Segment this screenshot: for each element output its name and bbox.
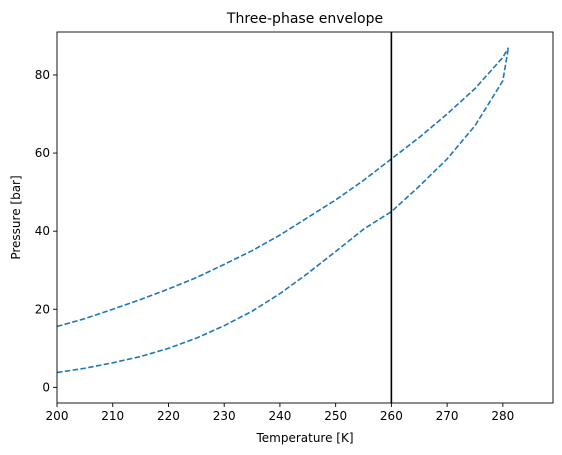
x-tick-label: 280 <box>491 409 514 423</box>
x-tick-label: 240 <box>268 409 291 423</box>
x-tick-label: 210 <box>101 409 124 423</box>
x-tick-label: 250 <box>324 409 347 423</box>
y-tick-label: 80 <box>35 68 50 82</box>
y-axis-label: Pressure [bar] <box>9 175 23 259</box>
series-line-1 <box>56 47 510 328</box>
series-line-2 <box>56 47 510 374</box>
x-tick-label: 270 <box>436 409 459 423</box>
y-tick-label: 40 <box>35 224 50 238</box>
x-tick-label: 220 <box>157 409 180 423</box>
chart-title: Three-phase envelope <box>226 11 383 27</box>
y-tick-label: 0 <box>42 380 50 394</box>
x-axis-label: Temperature [K] <box>255 431 353 445</box>
plot-frame <box>56 31 554 404</box>
x-tick-label: 230 <box>213 409 236 423</box>
x-tick-label: 200 <box>46 409 69 423</box>
y-tick-label: 20 <box>35 302 50 316</box>
y-tick-label: 60 <box>35 146 50 160</box>
x-axis: 200 210 220 230 240 250 260 270 280 <box>46 403 514 423</box>
plot-area <box>56 31 554 404</box>
y-axis: 0 20 40 60 80 <box>35 68 57 394</box>
x-tick-label: 260 <box>380 409 403 423</box>
